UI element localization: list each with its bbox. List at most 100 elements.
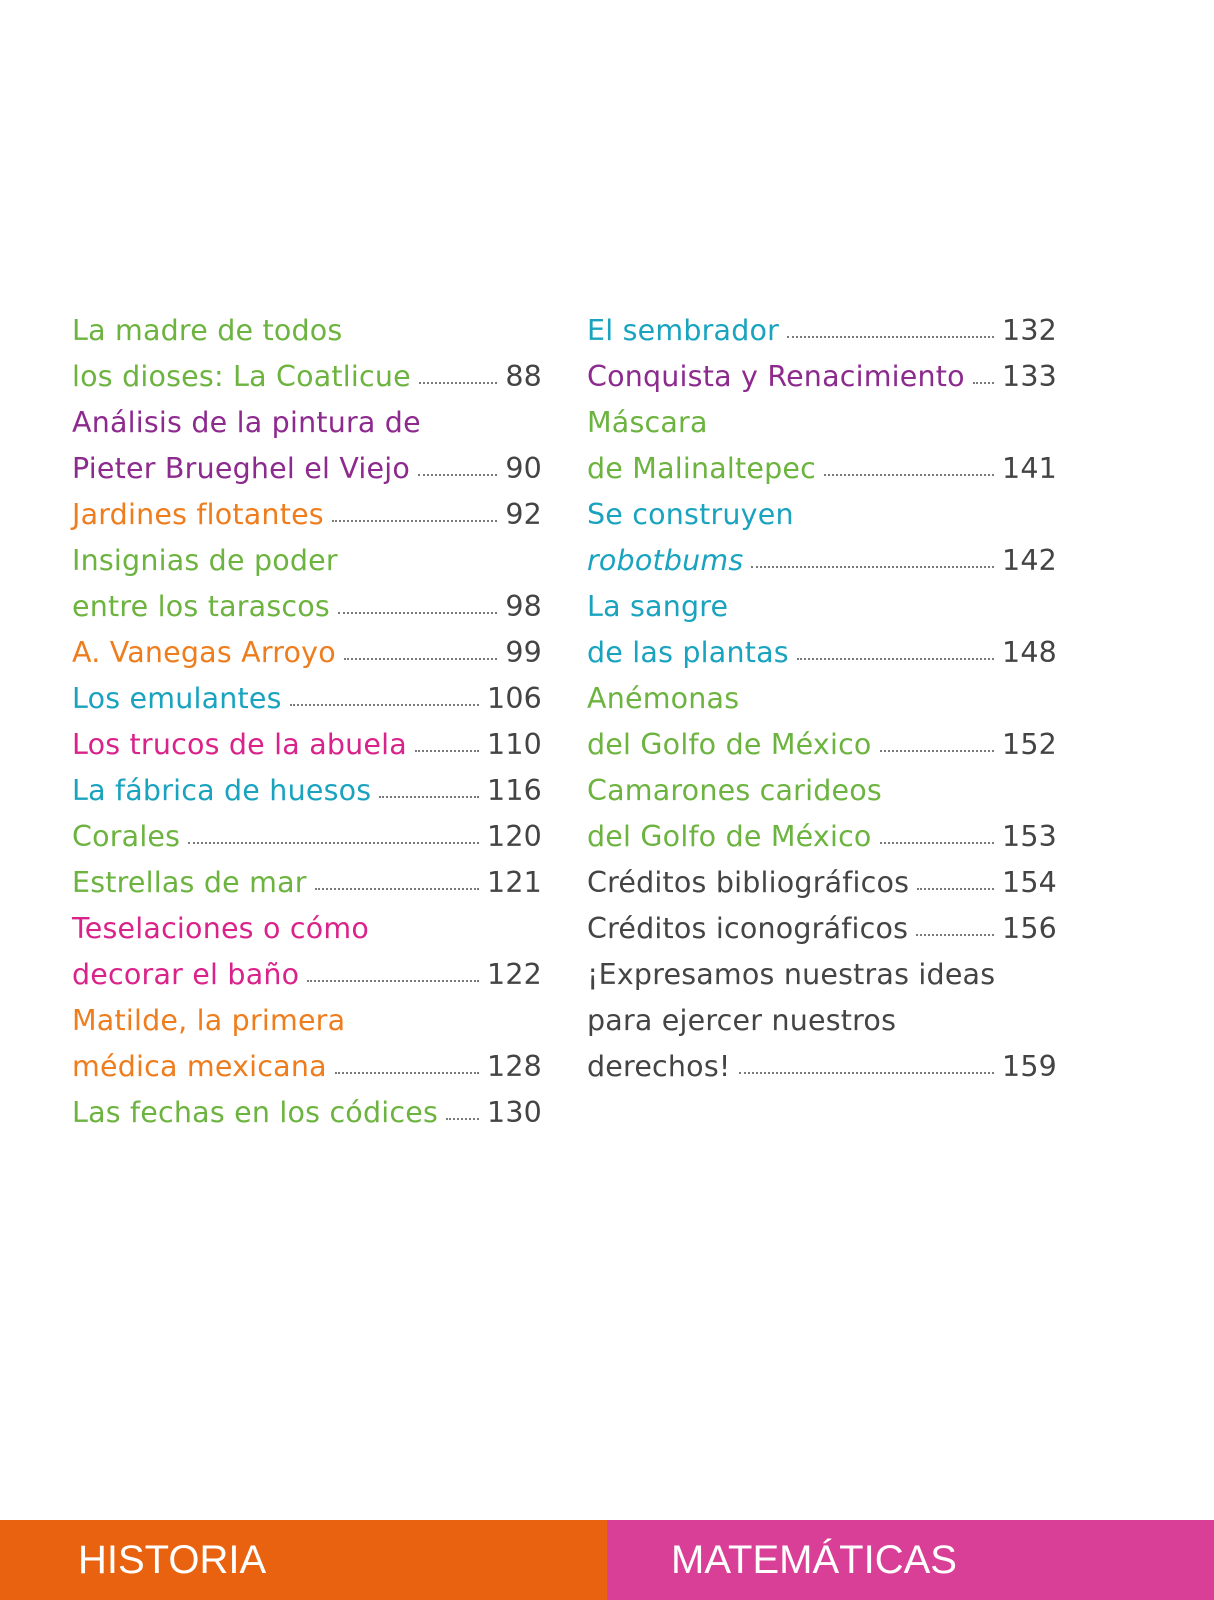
toc-page-number: 141 bbox=[1002, 452, 1057, 485]
toc-entry[interactable]: Camarones carideos bbox=[587, 768, 1057, 814]
toc-entry-title: Créditos iconográficos bbox=[587, 912, 909, 945]
toc-entry-title: los dioses: La Coatlicue bbox=[72, 360, 411, 393]
toc-entry[interactable]: Análisis de la pintura de bbox=[72, 400, 542, 446]
toc-entry[interactable]: Matilde, la primera bbox=[72, 998, 542, 1044]
toc-entry-title: de las plantas bbox=[587, 636, 789, 669]
toc-entry-title: La madre de todos bbox=[72, 314, 343, 347]
toc-entry[interactable]: médica mexicana 128 bbox=[72, 1044, 542, 1090]
dot-leader bbox=[879, 750, 994, 752]
toc-entry-title: Insignias de poder bbox=[72, 544, 338, 577]
toc-entry-title: ¡Expresamos nuestras ideas bbox=[587, 958, 996, 991]
dot-leader bbox=[414, 750, 479, 752]
toc-entry[interactable]: derechos! 159 bbox=[587, 1044, 1057, 1090]
toc-right-column: El sembrador 132 Conquista y Renacimiento 1… bbox=[587, 308, 1057, 1090]
toc-entry[interactable]: Créditos iconográficos 156 bbox=[587, 906, 1057, 952]
toc-entry[interactable]: La sangre bbox=[587, 584, 1057, 630]
dot-leader bbox=[334, 1072, 479, 1074]
dot-leader bbox=[379, 796, 479, 798]
toc-entry-title: entre los tarascos bbox=[72, 590, 330, 623]
dot-leader bbox=[972, 382, 994, 384]
toc-entry[interactable]: del Golfo de México 153 bbox=[587, 814, 1057, 860]
toc-entry-title: Anémonas bbox=[587, 682, 740, 715]
toc-entry-title: del Golfo de México bbox=[587, 728, 872, 761]
toc-entry-title: médica mexicana bbox=[72, 1050, 327, 1083]
toc-entry-title: La sangre bbox=[587, 590, 729, 623]
toc-entry[interactable]: entre los tarascos 98 bbox=[72, 584, 542, 630]
toc-entry-title: decorar el baño bbox=[72, 958, 300, 991]
toc-entry[interactable]: los dioses: La Coatlicue 88 bbox=[72, 354, 542, 400]
toc-entry[interactable]: para ejercer nuestros bbox=[587, 998, 1057, 1044]
toc-page-number: 106 bbox=[487, 682, 542, 715]
matematicas-section-tab: MATEMÁTICAS bbox=[607, 1520, 1214, 1600]
toc-entry[interactable]: Estrellas de mar 121 bbox=[72, 860, 542, 906]
toc-page-number: 148 bbox=[1002, 636, 1057, 669]
toc-entry[interactable]: Se construyen bbox=[587, 492, 1057, 538]
toc-page-number: 152 bbox=[1002, 728, 1057, 761]
toc-entry[interactable]: Pieter Brueghel el Viejo 90 bbox=[72, 446, 542, 492]
dot-leader bbox=[307, 980, 479, 982]
toc-entry[interactable]: Los emulantes 106 bbox=[72, 676, 542, 722]
toc-entry[interactable]: Las fechas en los códices 130 bbox=[72, 1090, 542, 1136]
toc-entry[interactable]: La madre de todos bbox=[72, 308, 542, 354]
toc-entry[interactable]: El sembrador 132 bbox=[587, 308, 1057, 354]
dot-leader bbox=[446, 1118, 479, 1120]
toc-entry[interactable]: Máscara bbox=[587, 400, 1057, 446]
dot-leader bbox=[337, 612, 498, 614]
toc-entry-title: del Golfo de México bbox=[587, 820, 872, 853]
toc-entry-title: Se construyen bbox=[587, 498, 794, 531]
toc-page-number: 99 bbox=[505, 636, 542, 669]
dot-leader bbox=[916, 934, 994, 936]
toc-entry[interactable]: Corales 120 bbox=[72, 814, 542, 860]
dot-leader bbox=[188, 842, 479, 844]
toc-entry-title: para ejercer nuestros bbox=[587, 1004, 897, 1037]
toc-page-number: 90 bbox=[505, 452, 542, 485]
toc-page-number: 153 bbox=[1002, 820, 1057, 853]
toc-page-number: 132 bbox=[1002, 314, 1057, 347]
toc-page-number: 154 bbox=[1002, 866, 1057, 899]
toc-page-number: 121 bbox=[487, 866, 542, 899]
toc-entry-title: Teselaciones o cómo bbox=[72, 912, 369, 945]
toc-entry[interactable]: robotbums 142 bbox=[587, 538, 1057, 584]
toc-entry-title: El sembrador bbox=[587, 314, 780, 347]
toc-entry-title: Jardines flotantes bbox=[72, 498, 324, 531]
dot-leader bbox=[751, 566, 994, 568]
toc-entry-title: derechos! bbox=[587, 1050, 731, 1083]
toc-page-number: 92 bbox=[505, 498, 542, 531]
toc-entry-title: Corales bbox=[72, 820, 181, 853]
toc-entry[interactable]: Anémonas bbox=[587, 676, 1057, 722]
toc-page-number: 159 bbox=[1002, 1050, 1057, 1083]
toc-page-number: 130 bbox=[487, 1096, 542, 1129]
toc-page-number: 88 bbox=[505, 360, 542, 393]
toc-entry[interactable]: decorar el baño 122 bbox=[72, 952, 542, 998]
toc-entry[interactable]: Teselaciones o cómo bbox=[72, 906, 542, 952]
toc-entry[interactable]: ¡Expresamos nuestras ideas bbox=[587, 952, 1057, 998]
toc-entry[interactable]: de Malinaltepec 141 bbox=[587, 446, 1057, 492]
toc-entry-title: Máscara bbox=[587, 406, 708, 439]
dot-leader bbox=[917, 888, 994, 890]
toc-page-number: 122 bbox=[487, 958, 542, 991]
dot-leader bbox=[796, 658, 994, 660]
toc-entry-title: Créditos bibliográficos bbox=[587, 866, 910, 899]
toc-entry-title: A. Vanegas Arroyo bbox=[72, 636, 336, 669]
toc-entry[interactable]: Los trucos de la abuela 110 bbox=[72, 722, 542, 768]
dot-leader bbox=[738, 1072, 994, 1074]
toc-entry-title: Estrellas de mar bbox=[72, 866, 307, 899]
toc-entry[interactable]: Conquista y Renacimiento 133 bbox=[587, 354, 1057, 400]
dot-leader bbox=[879, 842, 994, 844]
historia-section-tab: HISTORIA bbox=[0, 1520, 607, 1600]
toc-entry[interactable]: Jardines flotantes 92 bbox=[72, 492, 542, 538]
toc-page-number: 142 bbox=[1002, 544, 1057, 577]
toc-entry[interactable]: Insignias de poder bbox=[72, 538, 542, 584]
dot-leader bbox=[418, 474, 498, 476]
dot-leader bbox=[418, 382, 498, 384]
toc-entry-title: Los trucos de la abuela bbox=[72, 728, 407, 761]
toc-entry[interactable]: A. Vanegas Arroyo 99 bbox=[72, 630, 542, 676]
toc-entry[interactable]: del Golfo de México 152 bbox=[587, 722, 1057, 768]
dot-leader bbox=[343, 658, 498, 660]
toc-page-number: 156 bbox=[1002, 912, 1057, 945]
toc-entry[interactable]: de las plantas 148 bbox=[587, 630, 1057, 676]
toc-entry[interactable]: La fábrica de huesos 116 bbox=[72, 768, 542, 814]
toc-entry[interactable]: Créditos bibliográficos 154 bbox=[587, 860, 1057, 906]
dot-leader bbox=[824, 474, 994, 476]
dot-leader bbox=[289, 704, 479, 706]
